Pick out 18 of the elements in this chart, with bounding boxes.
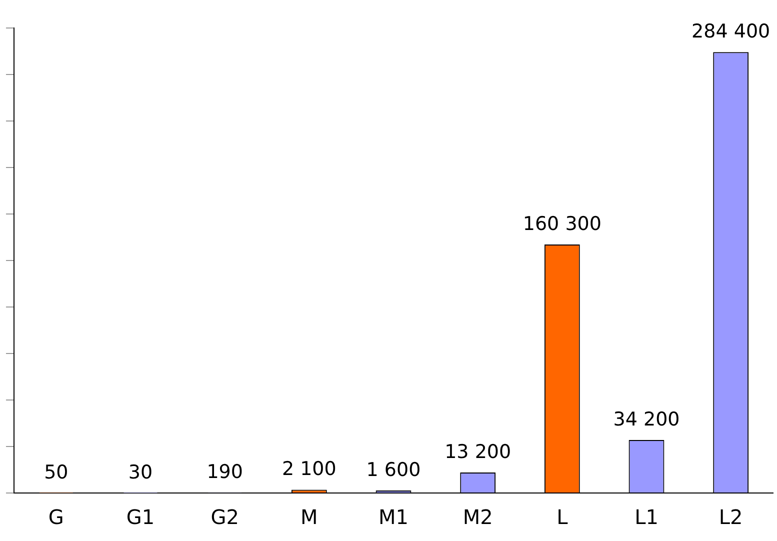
x-tick-label: M [300,505,318,530]
data-label: 2 100 [282,458,336,480]
x-tick-label: L2 [718,505,743,530]
x-tick-label: M2 [462,505,493,530]
data-label: 284 400 [692,20,770,43]
data-label: 34 200 [613,408,680,430]
data-label: 190 [206,461,243,484]
x-tick-label: G1 [126,505,155,530]
x-tick-label: G2 [210,505,239,530]
x-tick-label: G [48,505,64,530]
x-tick-label: L1 [634,505,658,530]
data-label: 50 [44,461,68,484]
data-label: 13 200 [444,440,512,463]
x-tick-label: L [556,505,569,530]
data-label: 30 [128,461,153,484]
data-label: 1 600 [366,458,421,481]
x-tick-label: M1 [378,505,408,530]
data-label: 160 300 [522,212,602,235]
